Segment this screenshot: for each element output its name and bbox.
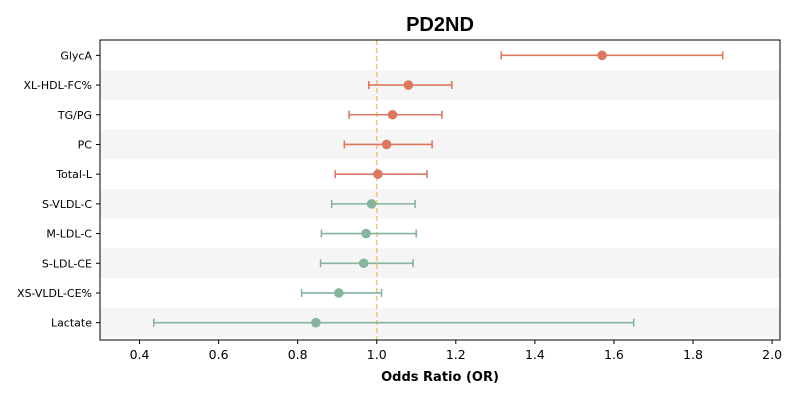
row-band [100,189,780,219]
row-band [100,129,780,160]
row-glyca [500,50,724,61]
y-tick-label: TG/PG [57,109,92,122]
row-bands [100,70,780,338]
or-point [361,228,371,239]
y-tick-label: Lactate [51,317,92,330]
x-axis-label: Odds Ratio (OR) [381,370,499,385]
x-tick-label: 0.6 [209,347,229,362]
row-band [100,248,780,279]
or-point [333,288,344,298]
plot-frame [99,39,781,341]
x-tick-label: 1.4 [525,347,545,362]
chart-title: PD2ND [406,14,474,36]
y-axis: GlycA XL-HDL-FC% TG/PG PC Total-L S-VLDL-C M-L… [17,49,100,330]
y-tick-label: S-LDL-CE [42,257,92,270]
row-xl-hdl-fc- [368,80,453,90]
y-tick-label: XL-HDL-FC% [23,79,92,92]
y-tick-label: S-VLDL-C [42,198,92,211]
x-tick-label: 2.0 [762,347,782,362]
row-s-ldl-ce [319,258,414,269]
y-tick-label: PC [78,138,93,151]
x-tick-label: 1.2 [446,347,466,362]
x-tick-label: 1.6 [604,347,624,362]
or-point [403,80,414,90]
y-tick-label: XS-VLDL-CE% [17,287,92,300]
data-marks [152,50,724,328]
x-tick-label: 1.0 [367,347,387,362]
y-tick-label: GlycA [60,49,92,62]
row-pc [343,139,433,150]
x-axis: 0.4 0.6 0.8 1.0 1.2 1.4 1.6 1.8 2.0 [130,340,782,362]
y-tick-label: Total-L [55,168,93,181]
or-point [597,50,607,61]
or-point [387,109,398,120]
x-tick-label: 0.4 [130,347,150,362]
y-tick-label: M-LDL-C [46,228,92,241]
or-point [366,199,377,209]
row-s-vldl-c [330,199,416,209]
or-point [311,317,321,328]
row-tg-pg [348,109,443,120]
row-total-l [334,169,428,179]
row-m-ldl-c [320,228,418,239]
x-tick-label: 1.8 [683,347,703,362]
row-lactate [152,317,635,328]
row-xs-vldl-ce- [300,288,383,298]
or-point [373,169,383,179]
x-tick-label: 0.8 [288,347,308,362]
or-point [381,139,392,150]
or-point [358,258,369,269]
